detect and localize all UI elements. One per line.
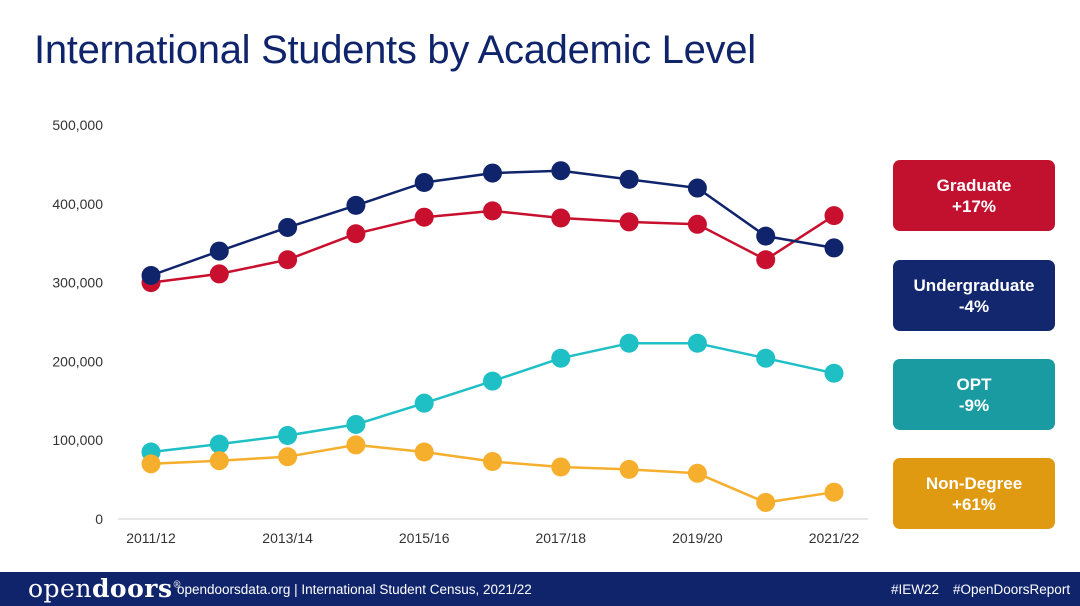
series-line-graduate (150, 209, 835, 284)
data-point-undergraduate (824, 238, 844, 258)
x-tick-label: 2017/18 (535, 530, 586, 546)
legend-box-undergraduate: Undergraduate -4% (893, 260, 1055, 331)
data-point-non-degree (141, 454, 161, 474)
hashtag-opendoors: #OpenDoorsReport (953, 582, 1071, 597)
data-point-opt (346, 414, 366, 434)
registered-mark: ® (172, 580, 183, 591)
data-point-undergraduate (756, 226, 776, 246)
data-point-opt (687, 333, 707, 353)
data-point-graduate (687, 214, 707, 234)
legend-change-non-degree: +61% (952, 494, 996, 514)
data-point-opt (209, 434, 229, 454)
x-tick-label: 2011/12 (126, 530, 176, 546)
x-tick-label: 2019/20 (672, 530, 723, 546)
legend-label-opt: OPT (956, 374, 992, 394)
legend-label-undergraduate: Undergraduate (913, 275, 1035, 295)
data-point-opt (619, 333, 639, 353)
x-tick-label: 2013/14 (262, 530, 313, 546)
legend-box-graduate: Graduate +17% (893, 160, 1055, 231)
legend-change-graduate: +17% (952, 196, 996, 216)
slide-title: International Students by Academic Level (34, 28, 756, 72)
x-tick-label: 2015/16 (399, 530, 450, 546)
data-point-non-degree (209, 451, 229, 471)
data-point-graduate (278, 250, 298, 270)
footer-source-text: opendoorsdata.org | International Studen… (177, 582, 532, 597)
data-point-graduate (346, 224, 366, 244)
series-line-opt (150, 342, 835, 454)
data-point-graduate (619, 212, 639, 232)
legend-box-opt: OPT -9% (893, 359, 1055, 430)
data-point-opt (414, 393, 434, 413)
data-point-non-degree (687, 463, 707, 483)
data-point-opt (551, 348, 571, 368)
data-point-non-degree (619, 459, 639, 479)
data-point-undergraduate (346, 195, 366, 215)
legend-label-graduate: Graduate (936, 175, 1012, 195)
y-tick-label: 300,000 (52, 275, 103, 291)
data-point-non-degree (756, 492, 776, 512)
data-point-graduate (756, 250, 776, 270)
data-point-undergraduate (141, 266, 161, 286)
data-point-undergraduate (209, 241, 229, 261)
data-point-undergraduate (483, 163, 502, 183)
data-point-opt (278, 425, 298, 445)
data-point-non-degree (346, 435, 366, 455)
data-point-graduate (483, 201, 502, 221)
data-point-undergraduate (551, 161, 571, 181)
y-tick-label: 400,000 (52, 196, 103, 212)
legend-change-opt: -9% (958, 395, 990, 415)
data-point-undergraduate (278, 217, 298, 237)
data-point-opt (824, 363, 844, 383)
data-point-non-degree (824, 482, 844, 502)
data-point-opt (483, 371, 502, 391)
data-point-non-degree (551, 457, 571, 477)
y-tick-label: 200,000 (52, 353, 103, 369)
data-point-non-degree (414, 442, 434, 462)
data-point-graduate (414, 207, 434, 227)
opendoors-logo: opendoors® (28, 574, 182, 603)
data-point-graduate (551, 208, 571, 228)
data-point-graduate (824, 206, 844, 226)
legend-change-undergraduate: -4% (958, 296, 990, 316)
logo-bold-text: doors (91, 574, 173, 603)
legend-label-non-degree: Non-Degree (925, 473, 1023, 493)
y-tick-label: 100,000 (52, 432, 103, 448)
series-line-undergraduate (150, 169, 835, 277)
footer-bar: opendoors® opendoorsdata.org | Internati… (0, 572, 1080, 606)
data-point-graduate (209, 264, 229, 284)
data-point-non-degree (483, 451, 502, 471)
y-tick-label: 500,000 (52, 117, 103, 133)
data-point-undergraduate (619, 169, 639, 189)
data-point-opt (756, 348, 776, 368)
x-tick-label: 2021/22 (809, 530, 860, 546)
hashtag-iew: #IEW22 (891, 582, 940, 597)
data-point-undergraduate (687, 178, 707, 198)
data-point-undergraduate (414, 173, 434, 193)
data-point-non-degree (278, 447, 298, 467)
legend-box-non-degree: Non-Degree +61% (893, 458, 1055, 529)
y-tick-label: 0 (95, 511, 103, 527)
logo-light-text: open (28, 574, 92, 603)
